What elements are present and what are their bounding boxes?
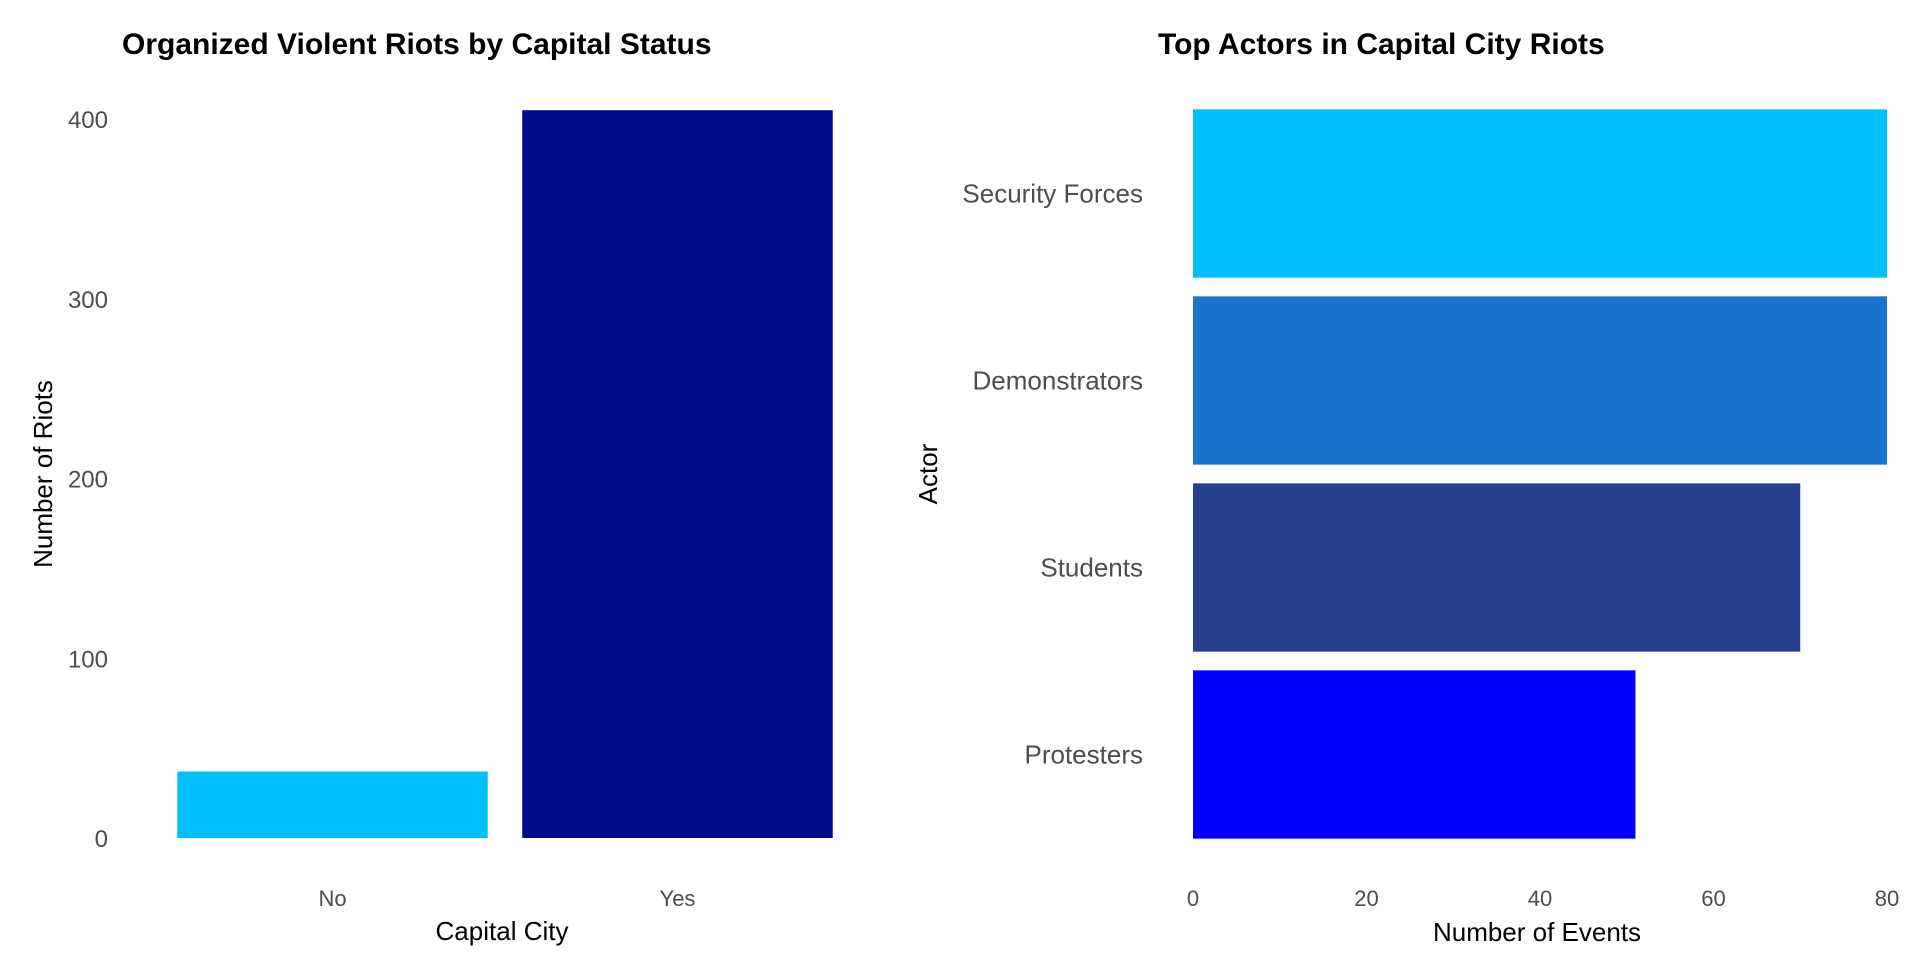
left-y-tick-label: 200 [68, 467, 108, 494]
right-x-tick-label: 40 [1528, 886, 1552, 911]
left-chart-title: Organized Violent Riots by Capital Statu… [122, 28, 712, 61]
right-x-tick-label: 20 [1354, 886, 1378, 911]
left-y-axis-title: Number of Riots [28, 380, 58, 568]
left-x-axis-ticks: No Yes [318, 886, 695, 911]
left-bars [177, 110, 833, 839]
right-x-tick-label: 0 [1187, 886, 1199, 911]
left-y-tick-label: 0 [95, 826, 108, 853]
right-x-tick-label: 60 [1701, 886, 1725, 911]
left-y-tick-label: 400 [68, 107, 108, 134]
right-y-axis-title: Actor [913, 443, 943, 504]
left-x-tick-label: Yes [660, 886, 696, 911]
left-bar-no [177, 771, 488, 838]
right-bar-protesters [1193, 670, 1636, 839]
right-y-tick-label: Protesters [1025, 740, 1144, 770]
right-y-tick-label: Security Forces [962, 179, 1143, 209]
right-x-tick-label: 80 [1875, 886, 1899, 911]
left-x-axis-title: Capital City [436, 916, 569, 946]
right-y-axis-labels: Security Forces Demonstrators Students Prot… [962, 179, 1143, 770]
right-x-axis-ticks: 0 20 40 60 80 [1187, 886, 1899, 911]
right-bar-chart: Top Actors in Capital City Riots Securit… [913, 28, 1899, 947]
left-bar-chart: Organized Violent Riots by Capital Statu… [28, 28, 833, 946]
right-y-tick-label: Demonstrators [973, 366, 1144, 396]
right-chart-title: Top Actors in Capital City Riots [1158, 28, 1605, 61]
right-bar-demonstrators [1193, 296, 1887, 465]
right-bar-students [1193, 483, 1801, 652]
right-x-axis-title: Number of Events [1433, 917, 1641, 947]
right-bar-security-forces [1193, 109, 1887, 278]
left-bar-yes [522, 110, 833, 839]
left-y-tick-label: 100 [68, 646, 108, 673]
right-bars [1193, 109, 1887, 839]
left-y-tick-label: 300 [68, 287, 108, 314]
right-y-tick-label: Students [1040, 553, 1143, 583]
left-y-axis-ticks: 0 100 200 300 400 [68, 107, 108, 853]
left-x-tick-label: No [318, 886, 346, 911]
